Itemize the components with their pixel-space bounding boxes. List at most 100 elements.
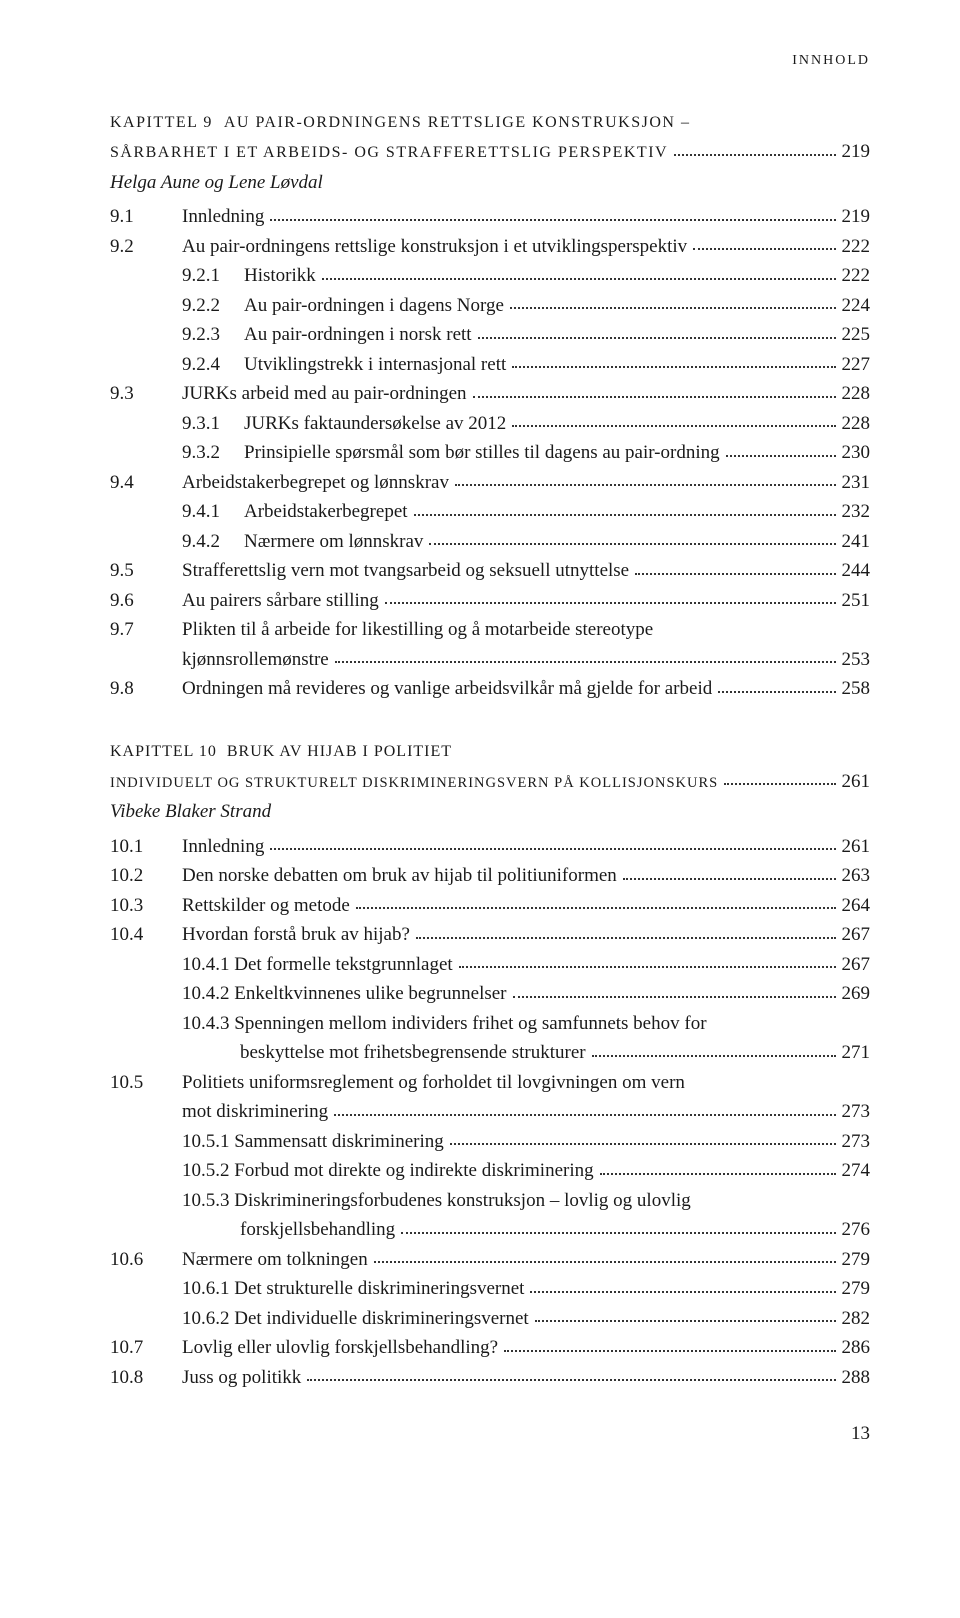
- leader-dots: [416, 937, 836, 939]
- toc-entry-text: 10.4.2 Enkeltkvinnenes ulike begrunnelse…: [182, 980, 507, 1009]
- toc-entry-text: 10.5.3 Diskrimineringsforbudenes konstru…: [182, 1187, 691, 1216]
- toc-entry-text: Hvordan forstå bruk av hijab?: [182, 921, 410, 950]
- toc-entry-page: 227: [842, 351, 871, 380]
- toc-entry-page: 273: [842, 1098, 871, 1127]
- toc-entry: 9.3JURKs arbeid med au pair-ordningen228: [110, 380, 870, 409]
- toc-entry-number: 9.3.2: [110, 439, 244, 468]
- leader-dots: [510, 307, 836, 309]
- toc-entry-text: mot diskriminering: [182, 1098, 328, 1127]
- toc-entry: 10.5Politiets uniformsreglement og forho…: [110, 1069, 870, 1098]
- toc-entry-page: 288: [842, 1364, 871, 1393]
- toc-entry: 9.2.1Historikk 222: [110, 262, 870, 291]
- toc-entry-text: Rettskilder og metode: [182, 892, 350, 921]
- leader-dots: [504, 1350, 835, 1352]
- toc-entry: 10.5.2 Forbud mot direkte og indirekte d…: [110, 1157, 870, 1186]
- toc-entry-text: beskyttelse mot frihetsbegrensende struk…: [240, 1039, 586, 1068]
- chapter-10-page: 261: [842, 768, 871, 797]
- chapter-10-label: KAPITTEL 10: [110, 743, 217, 760]
- toc-entry-continuation: beskyttelse mot frihetsbegrensende struk…: [110, 1039, 870, 1068]
- toc-entry-page: 222: [842, 233, 871, 262]
- chapter-label: KAPITTEL 9: [110, 114, 213, 131]
- toc-entry-text: JURKs arbeid med au pair-ordningen: [182, 380, 467, 409]
- toc-entry: 9.4.1Arbeidstakerbegrepet 232: [110, 498, 870, 527]
- leader-dots: [674, 154, 835, 156]
- toc-entry-page: 264: [842, 892, 871, 921]
- toc-entry-text: Arbeidstakerbegrepet: [244, 498, 408, 527]
- toc-entry-continuation: mot diskriminering 273: [110, 1098, 870, 1127]
- toc-entry-text: Innledning: [182, 833, 264, 862]
- toc-entry-number: 9.4: [110, 469, 182, 498]
- leader-dots: [334, 1114, 835, 1116]
- toc-entry-text: Au pair-ordningen i norsk rett: [244, 321, 472, 350]
- leader-dots: [335, 661, 836, 663]
- toc-entry-text: Lovlig eller ulovlig forskjellsbehandlin…: [182, 1334, 498, 1363]
- toc-entry-text: Den norske debatten om bruk av hijab til…: [182, 862, 617, 891]
- leader-dots: [414, 514, 836, 516]
- toc-entry: 10.5.3 Diskrimineringsforbudenes konstru…: [110, 1187, 870, 1216]
- running-head: INNHOLD: [110, 50, 870, 71]
- toc-entry-number: 9.2.1: [110, 262, 244, 291]
- toc-entry-page: 261: [842, 833, 871, 862]
- toc-entry-text: 10.6.1 Det strukturelle diskrimineringsv…: [182, 1275, 524, 1304]
- toc-entry-number: 9.4.1: [110, 498, 244, 527]
- toc-entry-page: 230: [842, 439, 871, 468]
- leader-dots: [322, 278, 836, 280]
- leader-dots: [513, 996, 836, 998]
- leader-dots: [635, 573, 835, 575]
- toc-entry-text: 10.5.1 Sammensatt diskriminering: [182, 1128, 444, 1157]
- leader-dots: [726, 455, 836, 457]
- toc-entry-number: 10.6: [110, 1246, 182, 1275]
- leader-dots: [718, 691, 835, 693]
- toc-entry-text: Au pairers sårbare stilling: [182, 587, 379, 616]
- toc-entry-number: 9.5: [110, 557, 182, 586]
- toc-entry-text: 10.4.3 Spenningen mellom individers frih…: [182, 1010, 707, 1039]
- toc-entry-text: 10.6.2 Det individuelle diskrimineringsv…: [182, 1305, 529, 1334]
- chapter-9-authors: Helga Aune og Lene Løvdal: [110, 169, 870, 198]
- toc-entry-number: 10.3: [110, 892, 182, 921]
- toc-entry: 9.1Innledning219: [110, 203, 870, 232]
- toc-entry-text: Innledning: [182, 203, 264, 232]
- toc-entry-text: Utviklingstrekk i internasjonal rett: [244, 351, 506, 380]
- toc-entry-page: 232: [842, 498, 871, 527]
- leader-dots: [459, 966, 836, 968]
- toc-entry-page: 231: [842, 469, 871, 498]
- leader-dots: [592, 1055, 836, 1057]
- toc-entry: 9.5Strafferettslig vern mot tvangsarbeid…: [110, 557, 870, 586]
- leader-dots: [450, 1143, 836, 1145]
- toc-entry-number: 9.3.1: [110, 410, 244, 439]
- chapter-9-label-title: KAPITTEL 9 AU PAIR-ORDNINGENS RETTSLIGE …: [110, 111, 690, 135]
- toc-entry-page: 286: [842, 1334, 871, 1363]
- chapter-9-page: 219: [842, 138, 871, 167]
- leader-dots: [473, 396, 836, 398]
- toc-entry: 9.2Au pair-ordningens rettslige konstruk…: [110, 233, 870, 262]
- toc-entry-text: forskjellsbehandling: [240, 1216, 395, 1245]
- page-number: 13: [110, 1420, 870, 1449]
- leader-dots: [270, 219, 835, 221]
- chapter-title-text: AU PAIR-ORDNINGENS RETTSLIGE KONSTRUKSJO…: [224, 114, 691, 131]
- chapter-9-sub-line: SÅRBARHET I ET ARBEIDS- OG STRAFFERETTSL…: [110, 138, 870, 167]
- toc-entry-number: 9.4.2: [110, 528, 244, 557]
- toc-entry-page: 224: [842, 292, 871, 321]
- chapter-9-head: KAPITTEL 9 AU PAIR-ORDNINGENS RETTSLIGE …: [110, 111, 870, 137]
- toc-entry: 9.2.2Au pair-ordningen i dagens Norge224: [110, 292, 870, 321]
- toc-entry-text: Historikk: [244, 262, 316, 291]
- toc-entry: 10.5.1 Sammensatt diskriminering273: [110, 1128, 870, 1157]
- leader-dots: [535, 1320, 836, 1322]
- toc-entry-continuation: forskjellsbehandling276: [110, 1216, 870, 1245]
- toc-entry-text: Politiets uniformsreglement og forholdet…: [182, 1069, 685, 1098]
- toc-entry: 9.8Ordningen må revideres og vanlige arb…: [110, 675, 870, 704]
- toc-entry-text: 10.5.2 Forbud mot direkte og indirekte d…: [182, 1157, 594, 1186]
- toc-entry-text: kjønnsrollemønstre: [182, 646, 329, 675]
- toc-entry-page: 271: [842, 1039, 871, 1068]
- leader-dots: [478, 337, 836, 339]
- toc-entry-number: 10.4: [110, 921, 182, 950]
- leader-dots: [374, 1261, 836, 1263]
- toc-entry-text: JURKs faktaundersøkelse av 2012: [244, 410, 506, 439]
- toc-entry: 10.1Innledning261: [110, 833, 870, 862]
- toc-entry: 9.2.4Utviklingstrekk i internasjonal ret…: [110, 351, 870, 380]
- toc-entry-page: 274: [842, 1157, 871, 1186]
- toc-entry-page: 222: [842, 262, 871, 291]
- toc-entry: 9.7Plikten til å arbeide for likestillin…: [110, 616, 870, 645]
- toc-entry-text: Prinsipielle spørsmål som bør stilles ti…: [244, 439, 720, 468]
- toc-entry-page: 267: [842, 921, 871, 950]
